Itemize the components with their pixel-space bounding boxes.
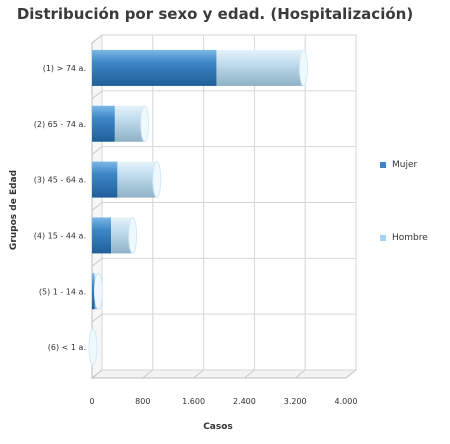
category-label: (5) 1 - 14 a. [39,287,86,296]
grid-line-floor [244,369,255,379]
x-tick-label: 3.200 [284,397,307,406]
x-tick-label: 4.000 [335,397,358,406]
grid-line-floor [193,369,204,379]
bar-mujer [92,273,95,310]
bar-mujer [92,217,112,254]
bar-mujer [92,49,217,86]
bar-end-cap [88,328,98,366]
bar-end-cap [299,49,308,87]
grid-line-left [91,90,103,100]
grid-line-left [91,257,103,267]
bars-group [88,49,308,366]
category-label: (2) 65 - 74 a. [34,120,86,129]
grid-line-left [91,202,103,211]
bar-hombre [114,105,145,142]
bar-hombre [216,49,304,86]
plot-floor [90,369,358,379]
bar-end-cap [93,272,103,310]
grid-line-floor [345,369,357,379]
bar-end-cap [128,217,138,254]
bar-mujer [92,161,118,198]
category-label: (6) < 1 a. [48,343,86,352]
x-axis-label: Casos [203,422,233,432]
legend-swatch-mujer [380,161,386,168]
category-label: (1) > 74 a. [43,64,86,73]
grid-line-left [91,34,103,44]
category-label: (4) 15 - 44 a. [34,231,86,240]
grid-line-floor [294,369,306,379]
category-label: (3) 45 - 64 a. [34,176,86,185]
grid-line-floor [142,369,154,379]
grid-line-left [91,313,103,323]
chart-title: Distribución por sexo y edad. (Hospitali… [16,5,414,23]
grid-line-left [91,146,103,156]
tick-labels: (1) > 74 a. (2) 65 - 74 a. (3) 45 - 64 a. (… [34,64,358,406]
legend-label-hombre: Hombre [392,233,428,243]
x-tick-label: 800 [135,397,150,406]
legend-label-mujer: Mujer [392,160,418,170]
legend-item-hombre[interactable]: Hombre [380,233,428,243]
grid-lines [90,33,358,380]
y-axis-label: Grupos de Edad [9,170,19,250]
bar-hombre [111,217,133,254]
legend-item-mujer[interactable]: Mujer [380,160,417,170]
x-tick-label: 1.600 [182,397,205,406]
x-tick-label: 2.400 [233,397,256,406]
x-tick-label: 0 [89,397,94,406]
bar-mujer [92,105,115,142]
bar-end-cap [152,161,162,198]
bar-hombre [117,161,157,198]
bar-end-cap [140,105,150,143]
legend-swatch-hombre [380,234,386,241]
grid-line-left [91,369,103,379]
